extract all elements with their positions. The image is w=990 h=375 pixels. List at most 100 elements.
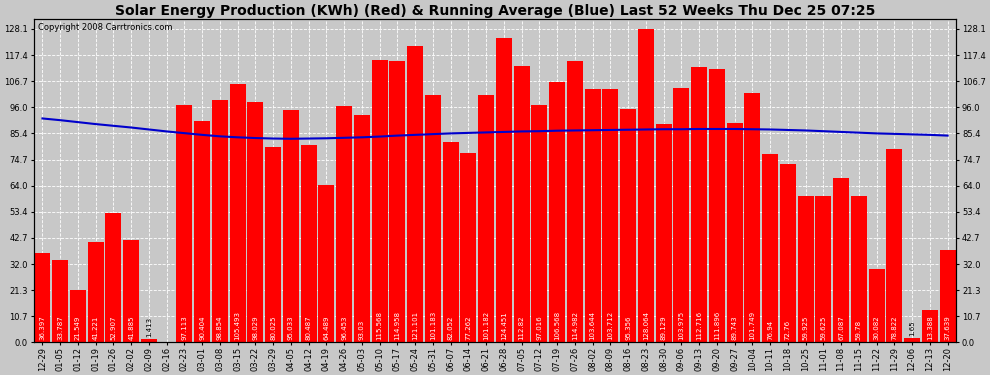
- Text: 128.064: 128.064: [643, 311, 648, 340]
- Bar: [904, 338, 920, 342]
- Title: Solar Energy Production (KWh) (Red) & Running Average (Blue) Last 52 Weeks Thu D: Solar Energy Production (KWh) (Red) & Ru…: [115, 4, 875, 18]
- Bar: [283, 110, 299, 342]
- Text: 115.568: 115.568: [376, 311, 383, 340]
- Text: 98.029: 98.029: [252, 315, 258, 340]
- Bar: [691, 66, 707, 342]
- Bar: [868, 269, 884, 342]
- Bar: [727, 123, 742, 342]
- Text: 21.549: 21.549: [75, 316, 81, 340]
- Bar: [371, 60, 388, 342]
- Text: 124.451: 124.451: [501, 311, 507, 340]
- Text: 72.76: 72.76: [785, 320, 791, 340]
- Bar: [673, 88, 689, 342]
- Text: 89.743: 89.743: [732, 315, 738, 340]
- Bar: [620, 109, 637, 342]
- Bar: [443, 142, 458, 342]
- Bar: [532, 105, 547, 342]
- Bar: [816, 196, 832, 342]
- Bar: [194, 121, 210, 342]
- Bar: [230, 84, 246, 342]
- Text: 37.639: 37.639: [944, 315, 950, 340]
- Text: 112.716: 112.716: [696, 311, 702, 340]
- Bar: [886, 150, 902, 342]
- Text: 111.896: 111.896: [714, 311, 720, 340]
- Bar: [248, 102, 263, 342]
- Text: 114.982: 114.982: [572, 311, 578, 340]
- Text: 80.487: 80.487: [306, 315, 312, 340]
- Text: 97.113: 97.113: [181, 315, 187, 340]
- Text: 82.052: 82.052: [447, 316, 453, 340]
- Bar: [922, 310, 938, 342]
- Bar: [460, 153, 476, 342]
- Text: 77.262: 77.262: [465, 315, 471, 340]
- Text: 13.388: 13.388: [927, 315, 933, 340]
- Text: 121.101: 121.101: [412, 311, 418, 340]
- Bar: [585, 89, 601, 342]
- Text: 89.129: 89.129: [660, 315, 666, 340]
- Bar: [337, 106, 352, 342]
- Text: 41.221: 41.221: [93, 316, 99, 340]
- Bar: [425, 95, 441, 342]
- Bar: [123, 240, 140, 342]
- Text: 114.958: 114.958: [394, 311, 400, 340]
- Bar: [106, 213, 122, 342]
- Text: 59.78: 59.78: [855, 320, 862, 340]
- Bar: [602, 88, 619, 342]
- Bar: [265, 147, 281, 342]
- Bar: [301, 146, 317, 342]
- Text: 41.885: 41.885: [128, 315, 135, 340]
- Text: 64.489: 64.489: [324, 315, 330, 340]
- Bar: [514, 66, 530, 342]
- Bar: [798, 196, 814, 342]
- Bar: [780, 164, 796, 342]
- Bar: [549, 82, 565, 342]
- Text: 97.016: 97.016: [537, 315, 543, 340]
- Bar: [407, 46, 423, 342]
- Text: 101.749: 101.749: [749, 311, 755, 340]
- Text: 33.787: 33.787: [57, 315, 63, 340]
- Bar: [709, 69, 725, 342]
- Bar: [353, 115, 370, 342]
- Text: 90.404: 90.404: [199, 315, 205, 340]
- Bar: [52, 260, 68, 342]
- Text: 1.413: 1.413: [146, 316, 151, 336]
- Text: 105.493: 105.493: [235, 311, 241, 340]
- Text: 95.356: 95.356: [625, 315, 631, 340]
- Bar: [176, 105, 192, 342]
- Bar: [88, 242, 104, 342]
- Bar: [567, 61, 583, 342]
- Bar: [35, 254, 50, 342]
- Text: 95.033: 95.033: [288, 315, 294, 340]
- Text: 101.183: 101.183: [430, 311, 436, 340]
- Text: 59.625: 59.625: [821, 316, 827, 340]
- Text: 30.082: 30.082: [873, 315, 879, 340]
- Bar: [833, 178, 849, 342]
- Bar: [496, 38, 512, 342]
- Text: 80.025: 80.025: [270, 315, 276, 340]
- Text: Copyright 2008 Carrtronics.com: Copyright 2008 Carrtronics.com: [39, 22, 172, 32]
- Bar: [940, 250, 955, 342]
- Text: 67.087: 67.087: [839, 315, 844, 340]
- Text: 112.82: 112.82: [519, 315, 525, 340]
- Text: 103.712: 103.712: [607, 311, 614, 340]
- Bar: [212, 100, 228, 342]
- Bar: [850, 196, 867, 342]
- Text: 98.854: 98.854: [217, 315, 223, 340]
- Text: 106.568: 106.568: [554, 311, 560, 340]
- Bar: [762, 154, 778, 342]
- Bar: [655, 124, 671, 342]
- Bar: [478, 95, 494, 342]
- Text: 78.822: 78.822: [891, 315, 897, 340]
- Text: 36.397: 36.397: [40, 315, 46, 340]
- Text: 59.925: 59.925: [803, 316, 809, 340]
- Text: 52.907: 52.907: [111, 315, 117, 340]
- Bar: [389, 61, 405, 342]
- Bar: [70, 290, 86, 342]
- Text: 96.453: 96.453: [342, 315, 347, 340]
- Text: 93.03: 93.03: [359, 320, 365, 340]
- Bar: [319, 184, 335, 342]
- Text: 103.975: 103.975: [678, 311, 684, 340]
- Text: 101.182: 101.182: [483, 311, 489, 340]
- Bar: [141, 339, 157, 342]
- Bar: [638, 29, 653, 342]
